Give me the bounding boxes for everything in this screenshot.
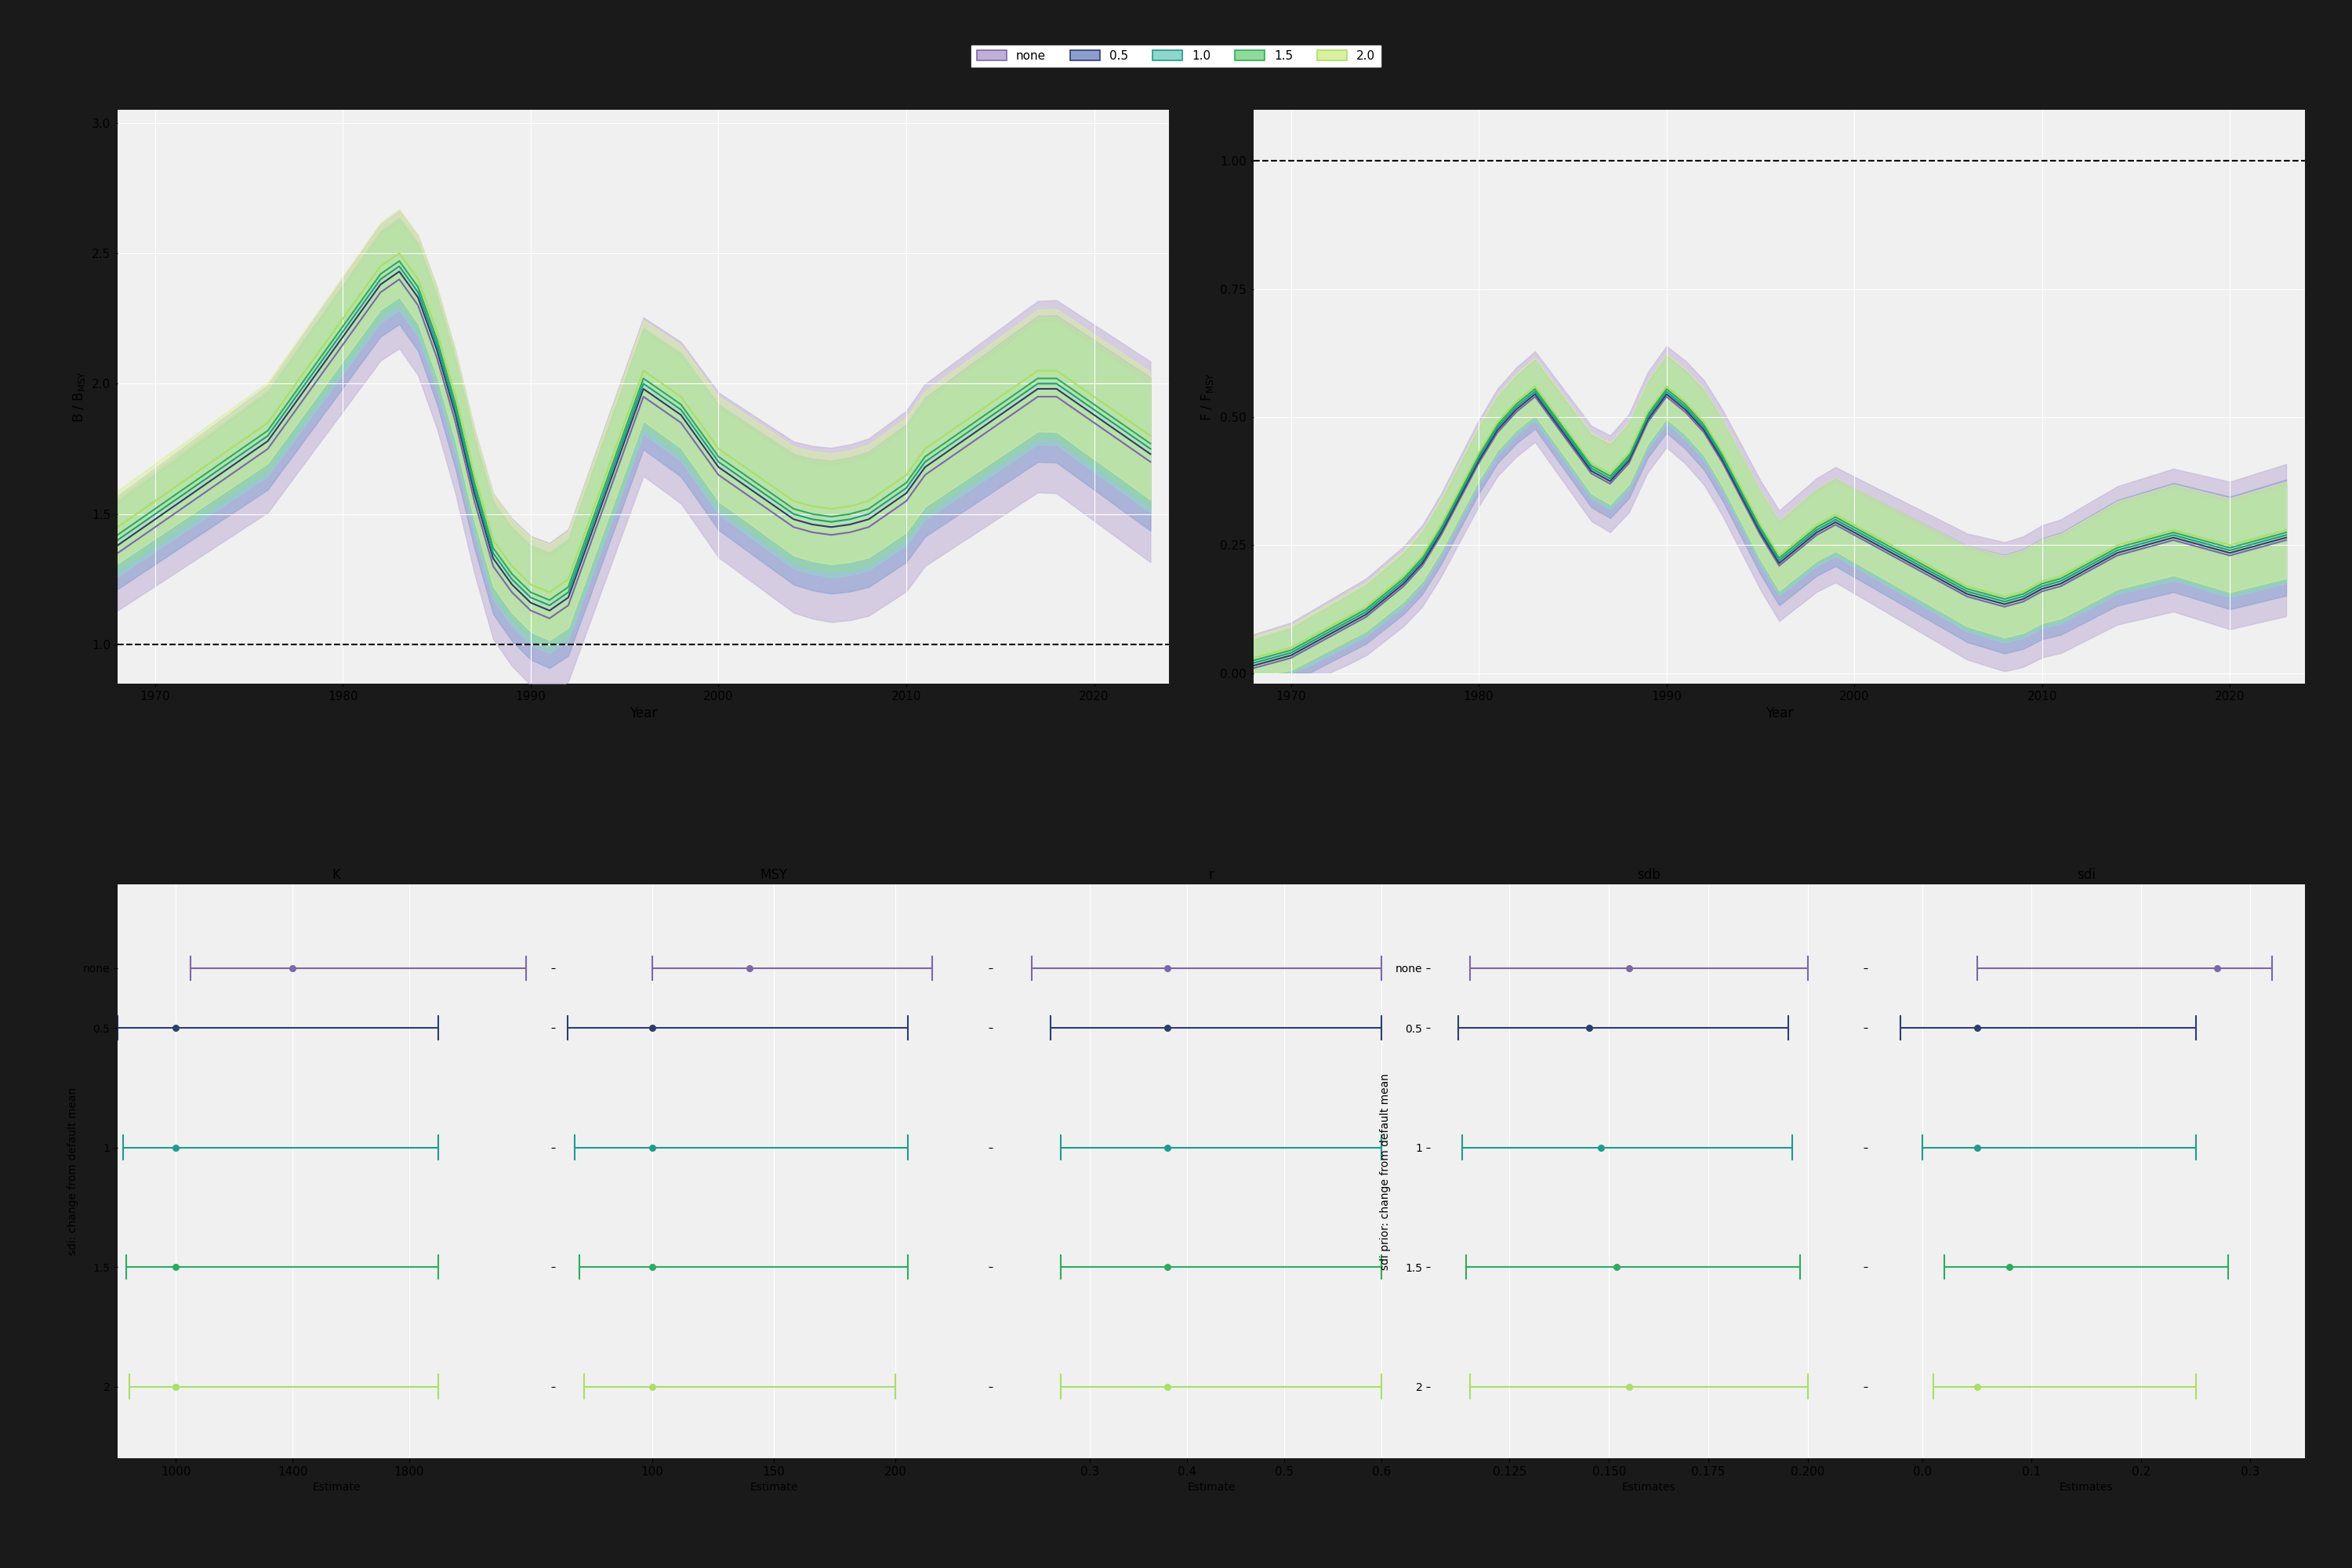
X-axis label: Year: Year	[630, 707, 656, 721]
Point	[158, 1135, 195, 1160]
Point	[158, 1374, 195, 1399]
Point	[1957, 1135, 1994, 1160]
Title: sdb: sdb	[1637, 869, 1661, 883]
Point	[1583, 1135, 1621, 1160]
X-axis label: Year: Year	[1766, 707, 1792, 721]
Point	[633, 1135, 670, 1160]
Point	[1148, 1135, 1185, 1160]
Point	[158, 1254, 195, 1279]
Point	[1148, 1374, 1185, 1399]
Title: sdi: sdi	[2077, 869, 2096, 883]
Point	[1611, 1374, 1649, 1399]
Point	[633, 1374, 670, 1399]
Y-axis label: sdi prior: change from default mean: sdi prior: change from default mean	[1381, 1073, 1390, 1270]
Legend: none, 0.5, 1.0, 1.5, 2.0: none, 0.5, 1.0, 1.5, 2.0	[971, 45, 1381, 66]
Title: MSY: MSY	[760, 869, 788, 883]
Y-axis label: B / B$_\mathrm{MSY}$: B / B$_\mathrm{MSY}$	[71, 372, 87, 422]
X-axis label: Estimates: Estimates	[1623, 1482, 1675, 1493]
X-axis label: Estimates: Estimates	[2060, 1482, 2112, 1493]
Point	[158, 1016, 195, 1041]
Point	[1571, 1016, 1609, 1041]
Title: K: K	[332, 869, 341, 883]
Point	[1611, 955, 1649, 980]
Point	[731, 955, 769, 980]
Y-axis label: F / F$_\mathrm{MSY}$: F / F$_\mathrm{MSY}$	[1200, 372, 1216, 420]
Point	[1148, 1016, 1185, 1041]
Point	[633, 1016, 670, 1041]
Point	[1990, 1254, 2027, 1279]
X-axis label: Estimate: Estimate	[750, 1482, 797, 1493]
Point	[1597, 1254, 1635, 1279]
X-axis label: Estimate: Estimate	[1188, 1482, 1235, 1493]
Point	[1148, 1254, 1185, 1279]
X-axis label: Estimate: Estimate	[313, 1482, 360, 1493]
Point	[1957, 1374, 1994, 1399]
Point	[1148, 955, 1185, 980]
Point	[1957, 1016, 1994, 1041]
Title: r: r	[1209, 869, 1214, 883]
Point	[2199, 955, 2237, 980]
Point	[273, 955, 310, 980]
Y-axis label: sdi: change from default mean: sdi: change from default mean	[68, 1087, 78, 1256]
Point	[633, 1254, 670, 1279]
